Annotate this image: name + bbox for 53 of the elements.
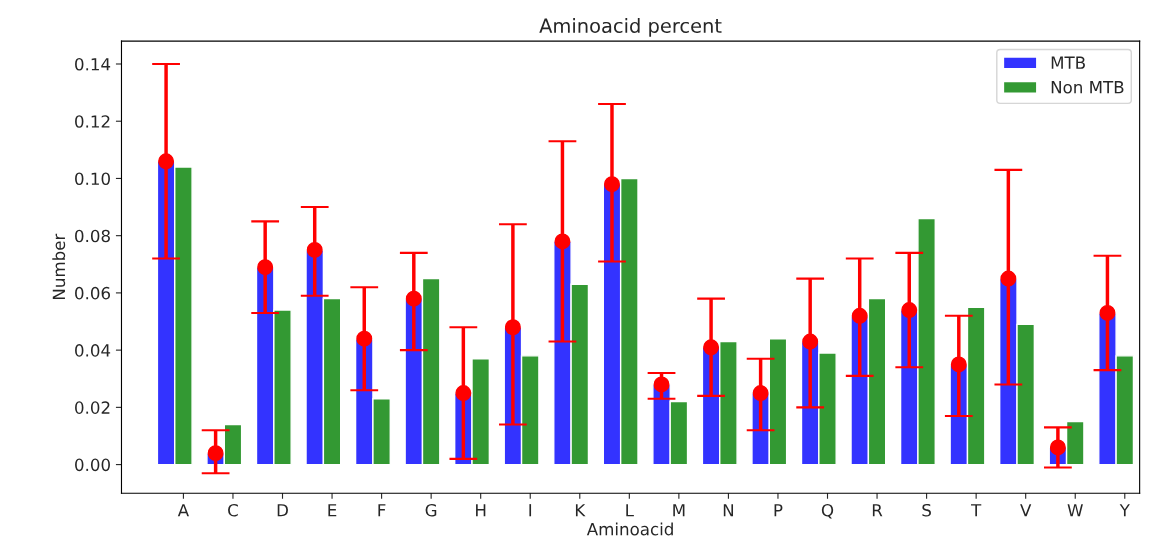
x-tick-label: C xyxy=(228,503,238,517)
point xyxy=(1000,270,1017,287)
y-tick-label: 0.14 xyxy=(75,57,111,71)
point xyxy=(851,307,868,324)
chart-title: Aminoacid percent xyxy=(539,17,722,37)
point xyxy=(455,385,472,402)
point xyxy=(604,176,620,193)
x-tick-label: S xyxy=(922,503,931,517)
x-tick-label: V xyxy=(1020,504,1032,517)
y-tick-label: 0.10 xyxy=(75,172,110,186)
x-tick-label: D xyxy=(277,504,288,517)
y-tick-label: 0.04 xyxy=(75,344,111,357)
x-tick-label: P xyxy=(774,504,783,517)
x-tick-label: H xyxy=(476,504,486,517)
point xyxy=(950,356,967,373)
y-tick-label: 0.08 xyxy=(75,229,110,243)
x-tick-label: G xyxy=(425,503,437,517)
point xyxy=(306,242,323,258)
x-axis-title: Aminoacid xyxy=(586,522,673,536)
point xyxy=(1099,304,1116,321)
x-tick-label: I xyxy=(529,504,532,517)
x-tick-label: N xyxy=(723,504,734,517)
x-tick-label: A xyxy=(177,504,189,517)
x-tick-label: K xyxy=(575,504,586,517)
x-tick-label: Q xyxy=(821,503,834,519)
x-tick-label: T xyxy=(971,504,982,517)
x-tick-label: W xyxy=(1067,504,1083,517)
y-tick-label: 0.06 xyxy=(75,286,111,300)
x-tick-label: R xyxy=(872,504,883,517)
point xyxy=(802,333,819,350)
point xyxy=(554,233,571,250)
point xyxy=(752,385,769,402)
x-tick-label: L xyxy=(626,504,634,517)
x-tick-label: E xyxy=(328,504,337,517)
y-tick-label: 0.02 xyxy=(75,401,110,414)
point xyxy=(257,259,274,276)
point xyxy=(158,153,175,170)
y-tick-label: 0.12 xyxy=(75,115,110,128)
point xyxy=(901,302,918,319)
point xyxy=(703,339,720,356)
point xyxy=(207,445,224,462)
point xyxy=(504,319,521,336)
y-axis-title: Number xyxy=(52,233,66,299)
x-tick-label: M xyxy=(673,504,685,517)
x-tick-label: Y xyxy=(1119,504,1130,517)
legend-label: MTB xyxy=(1051,56,1085,69)
point xyxy=(356,330,373,347)
point xyxy=(1049,439,1066,456)
point xyxy=(405,290,422,307)
x-tick-label: F xyxy=(378,504,386,517)
y-tick-label: 0.00 xyxy=(75,458,110,472)
point xyxy=(653,376,670,393)
legend-label: Non MTB xyxy=(1051,81,1124,94)
